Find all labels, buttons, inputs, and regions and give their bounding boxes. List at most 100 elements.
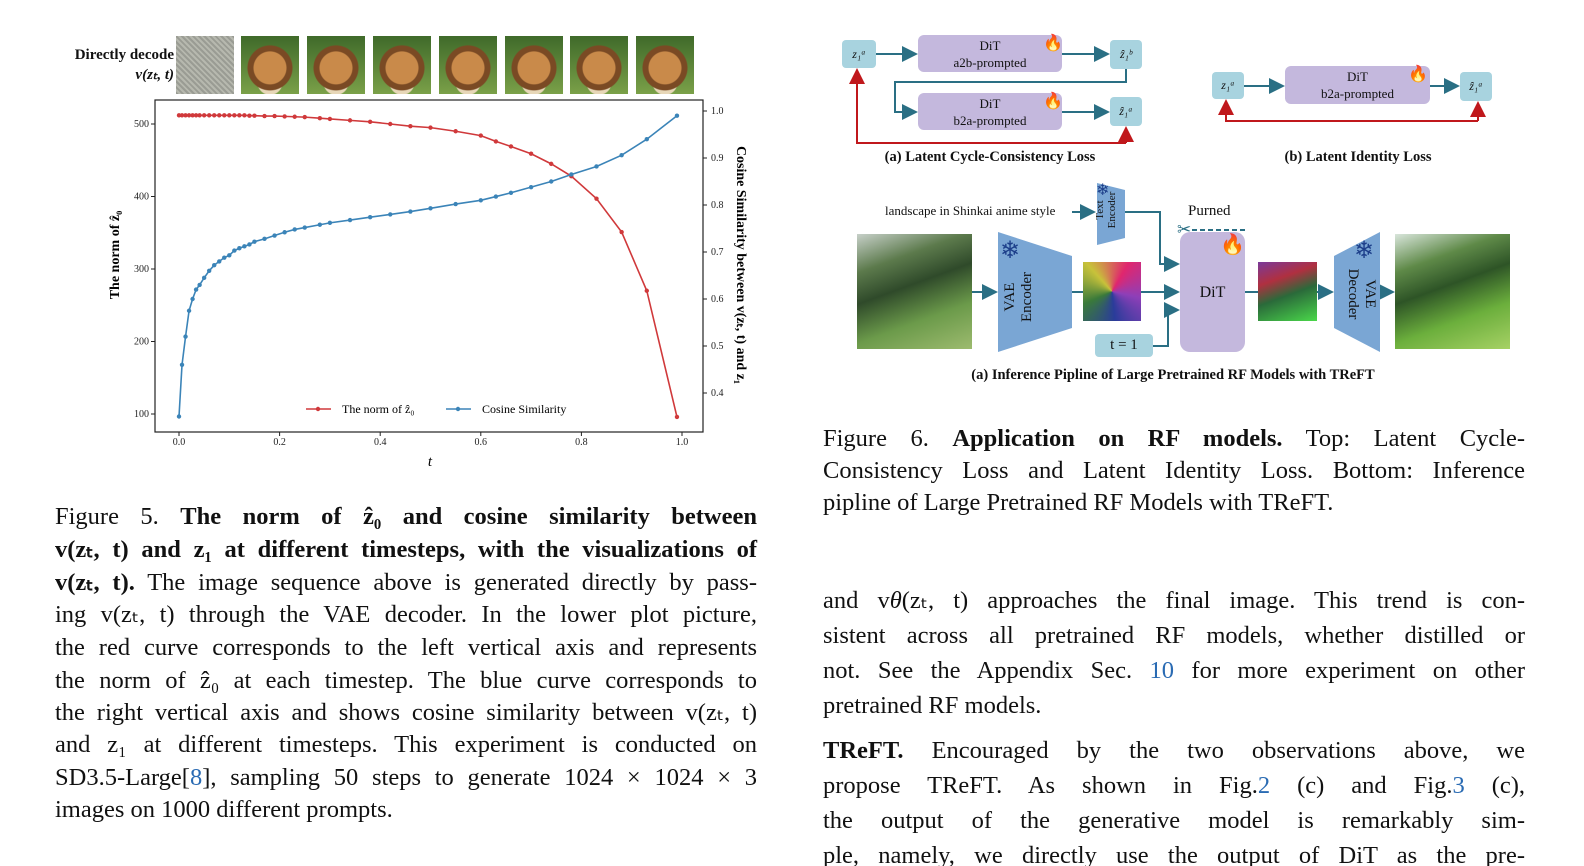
text-run: (zₜ, t) approaches the final image. This… [901,587,1526,614]
data-point [327,220,333,226]
data-point [197,113,202,118]
text-run: sistent across all pretrained RF models,… [823,622,1525,649]
text-run: v(zₜ, t) and z₁ at different timesteps, … [55,536,757,563]
y-right-axis-label: Cosine Similarity between v(zₜ, t) and z… [733,146,748,384]
legend-label: Cosine Similarity [482,402,566,416]
data-point [347,217,353,223]
text-line: Figure 6. Application on RF models. Top:… [823,424,1525,454]
text-line: ple, namely, we directly use the output … [823,841,1525,866]
data-point [528,151,534,156]
reference-link[interactable]: 3 [1452,772,1465,799]
data-point [478,133,483,138]
text-line: propose TReFT. As shown in Fig.2 (c) and… [823,771,1525,801]
text-run: Consistency Loss and Latent Identity Los… [823,457,1525,484]
vae-encoder-line2: Encoder [1019,272,1035,322]
dit-prompt-label: b2a-prompted [953,112,1027,128]
data-point [212,262,217,268]
text-run: not. See the Appendix Sec. [823,657,1150,684]
text-run: v(zₜ, t). [55,569,135,596]
text-line: SD3.5-Large[8], sampling 50 steps to gen… [55,763,757,793]
plot-frame [154,99,704,433]
reference-link[interactable]: 2 [1257,772,1271,799]
text-run: propose TReFT. As shown in Fig. [823,772,1258,799]
text-run: pipline of Large Pretrained RF Models wi… [823,489,1334,516]
dit-b2a-block: DiT b2a-prompted [1285,66,1430,104]
data-point [594,196,599,201]
text-line: v(zₜ, t). The image sequence above is ge… [55,568,757,598]
data-point [453,201,458,207]
vae-decoder-shape [1334,232,1380,352]
text-line: the right vertical axis and shows cosine… [55,698,757,728]
data-point [674,414,680,420]
data-point [549,161,554,167]
output-latent [1258,262,1317,321]
data-point [317,116,323,121]
text-encoder-label: Text Encoder [1094,188,1118,232]
latent-z1a: z₁ᵃ [842,40,876,68]
dit-block: DiT [1180,232,1245,352]
text-run: TReFT. [823,737,904,764]
latent-z1a-hat: ẑ₁ᵃ [1110,97,1142,126]
data-point [190,113,195,118]
text-run: (c) and Fig. [1270,772,1453,799]
dit-label: DiT [979,95,1001,111]
data-point [528,184,534,190]
fire-icon: 🔥 [1043,35,1063,52]
text-run: for more experiment on other [1174,657,1525,684]
data-point [237,113,242,118]
data-point [183,113,188,118]
data-point [212,113,217,118]
data-point [206,113,212,118]
data-point [201,113,207,118]
data-point [428,125,433,130]
data-point [408,123,413,129]
data-point [453,129,458,134]
legend-marker [315,406,321,412]
reference-link[interactable]: 10 [1149,657,1175,684]
dit-label: DiT [1199,283,1226,301]
data-point [508,190,514,195]
strip-label-line1: Directly decode [74,47,174,63]
text-run: Encouraged by the two observations above… [903,737,1525,764]
text-run: Figure 6. [823,425,953,452]
x-tick-label: 0.0 [173,437,186,448]
data-point [217,259,222,264]
pruned-label: Purned [1188,203,1231,219]
text-line: sistent across all pretrained RF models,… [823,621,1525,651]
data-point [302,225,307,230]
y-right-tick-label: 0.8 [711,200,724,211]
data-point [292,227,297,232]
y-tick-label: 200 [134,337,149,348]
data-point [262,113,267,119]
data-point [222,255,227,260]
data-point [186,113,192,118]
vae-decoder-line2: Decoder [1345,268,1361,320]
text-run: the output of the generative model is re… [823,807,1525,834]
text-line: TReFT. Encouraged by the two observation… [823,736,1525,766]
text-line: Consistency Loss and Latent Identity Los… [823,456,1525,486]
fire-icon: 🔥 [1408,66,1428,83]
y-right-tick-label: 0.4 [711,388,724,399]
text-run: ], sampling 50 steps to generate 1024 × … [202,764,757,791]
data-point [302,114,307,120]
data-point [493,194,499,199]
text-run: Application on RF models. [952,425,1283,452]
data-point [237,246,242,251]
vae-decoder-line1: VAE [1362,279,1378,309]
text-run: pretrained RF models. [823,692,1042,719]
data-point [408,209,413,214]
data-point [179,362,185,367]
decoded-image [439,36,497,94]
input-image [857,234,972,349]
decoded-image [307,36,365,94]
data-point [197,282,202,288]
data-point [493,139,499,144]
data-point [367,119,373,125]
latent-z1a-hat: ẑ₁ᵃ [1460,72,1492,101]
timestep-box: t = 1 [1095,334,1153,357]
text-run: ple, namely, we directly use the output … [823,842,1525,866]
text-line: pretrained RF models. [823,691,1525,721]
text-run: and z₁ at different timesteps. This expe… [55,731,757,758]
reference-link[interactable]: 8 [189,764,203,791]
decoded-image-noise [176,36,234,94]
